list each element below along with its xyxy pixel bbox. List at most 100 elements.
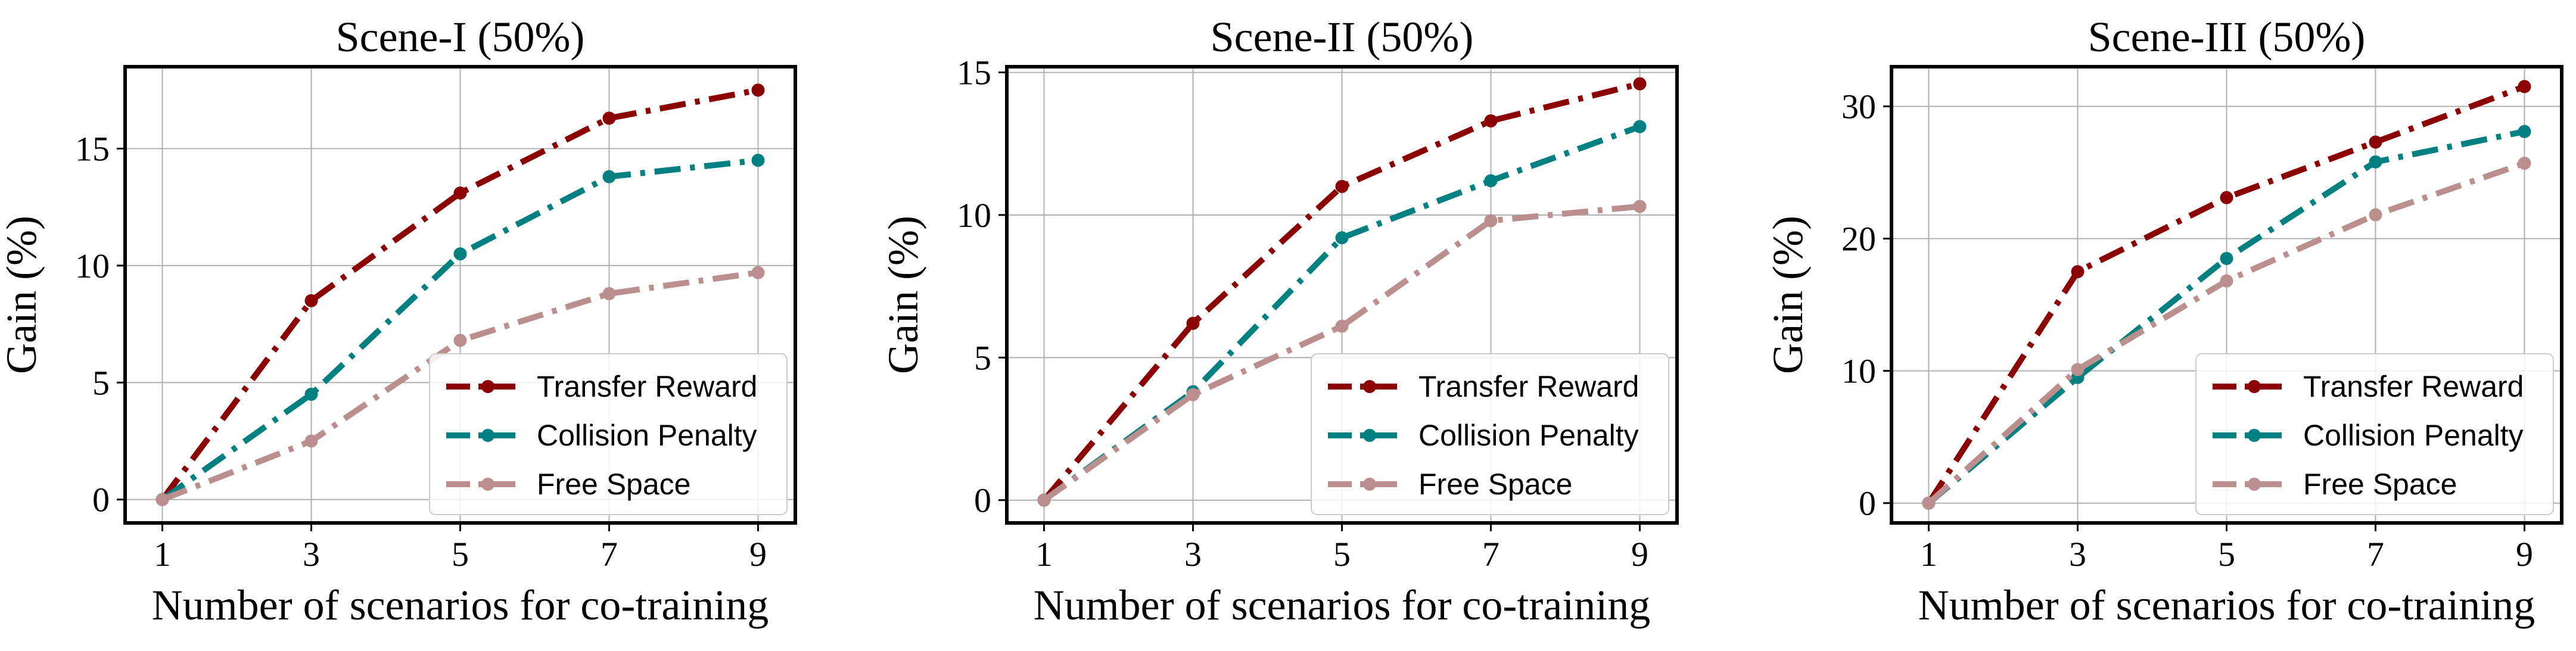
series-line-1 [1926,83,2526,505]
y-tick-label: 0 [1859,484,1876,523]
data-point [1335,231,1349,245]
x-tick-label: 3 [1184,535,1202,574]
data-point [751,154,765,167]
x-axis-label: Number of scenarios for co-training [1918,581,2535,629]
y-tick-label: 0 [92,481,110,519]
legend-label: Free Space [1418,468,1572,501]
x-tick-label: 7 [2367,535,2384,574]
legend: Transfer Reward Collision Penalty Free Spa… [1311,353,1669,515]
y-tick-label: 10 [957,196,991,235]
data-point [1186,388,1200,401]
data-point [2220,251,2233,265]
y-tick-label: 10 [75,247,110,285]
data-point [602,111,616,125]
y-axis-label: Gain (%) [0,216,45,374]
y-tick-label: 30 [1841,88,1876,126]
legend-swatch-marker [481,380,494,393]
legend-box [1311,353,1669,515]
chart-title: Scene-I (50%) [336,13,585,61]
y-tick-label: 15 [957,54,991,92]
series-line-1 [160,87,759,502]
data-point [1186,316,1200,330]
legend-swatch-marker [1363,380,1376,393]
data-point [751,83,765,97]
data-point [1037,493,1051,507]
chart-panel-1: 1 3 5 7 9 0 5 10 15 Scene-I (50%) Number of scenar… [0,13,797,629]
data-point [602,287,616,301]
y-axis-label: Gain (%) [879,216,927,374]
y-tick-label: 20 [1841,220,1876,258]
y-axis-label: Gain (%) [1764,216,1812,374]
data-point [1335,319,1349,333]
data-point [453,186,467,200]
x-tick-label: 3 [303,535,320,574]
data-point [2518,157,2531,170]
legend-swatch-marker [2248,380,2261,393]
x-tick-label: 5 [452,535,469,574]
x-axis-label: Number of scenarios for co-training [152,581,769,629]
legend-box [2195,353,2554,515]
data-point [1484,174,1498,188]
data-point [602,170,616,183]
y-tick-label: 0 [974,481,991,520]
x-tick-label: 1 [1035,535,1053,574]
x-tick-label: 9 [749,535,767,574]
data-point [1633,77,1647,91]
x-tick-label: 1 [154,535,171,574]
legend-label: Transfer Reward [2303,370,2524,403]
data-point [2518,80,2531,94]
y-tick-label: 5 [974,338,991,377]
data-point [2369,208,2382,222]
data-point [304,434,318,448]
y-tick-label: 5 [92,363,110,402]
data-point [2369,155,2382,169]
legend-swatch-marker [1363,478,1376,491]
x-tick-label: 7 [601,535,618,574]
data-point [2220,191,2233,204]
data-point [453,334,467,347]
legend-swatch-marker [2248,429,2261,442]
data-point [1335,180,1349,194]
legend-label: Collision Penalty [537,419,757,452]
data-point [304,387,318,401]
y-tick-label: 15 [75,129,110,168]
data-point [1922,496,1936,510]
legend-box [429,353,788,515]
data-point [453,247,467,261]
legend: Transfer Reward Collision Penalty Free Spa… [2195,353,2554,515]
data-point [1484,214,1498,228]
chart-panel-3: 1 3 5 7 9 0 10 20 30 Scene-III (50%) Number of sce… [1764,13,2563,629]
data-point [2071,363,2085,376]
legend-label: Transfer Reward [1418,370,1639,403]
legend-swatch-marker [1363,429,1376,442]
x-tick-label: 9 [1631,535,1648,574]
data-point [155,493,169,506]
legend-label: Collision Penalty [2303,419,2524,452]
chart-title: Scene-III (50%) [2088,13,2366,61]
data-point [304,294,318,307]
data-point [2518,124,2531,138]
legend-swatch-marker [2248,478,2261,491]
legend: Transfer Reward Collision Penalty Free Spa… [429,353,788,515]
data-point [2071,265,2085,279]
x-tick-label: 3 [2069,535,2086,574]
series-line-3 [1042,203,1640,503]
data-point [2220,274,2233,288]
chart-panel-2: 1 3 5 7 9 0 5 10 15 Scene-II (50%) Number of scena… [879,13,1679,629]
series-line-1 [1041,80,1641,502]
y-tick-label: 10 [1841,352,1876,391]
legend-swatch-marker [481,429,494,442]
data-point [1484,114,1498,127]
x-tick-label: 5 [1333,535,1351,574]
legend-swatch-marker [481,478,494,491]
data-point [1633,120,1647,133]
legend-label: Free Space [537,468,690,501]
data-point [2369,135,2382,149]
x-tick-label: 7 [1482,535,1499,574]
series-line-2 [1927,128,2525,506]
x-tick-label: 5 [2218,535,2235,574]
legend-label: Collision Penalty [1418,419,1639,452]
data-point [751,266,765,279]
